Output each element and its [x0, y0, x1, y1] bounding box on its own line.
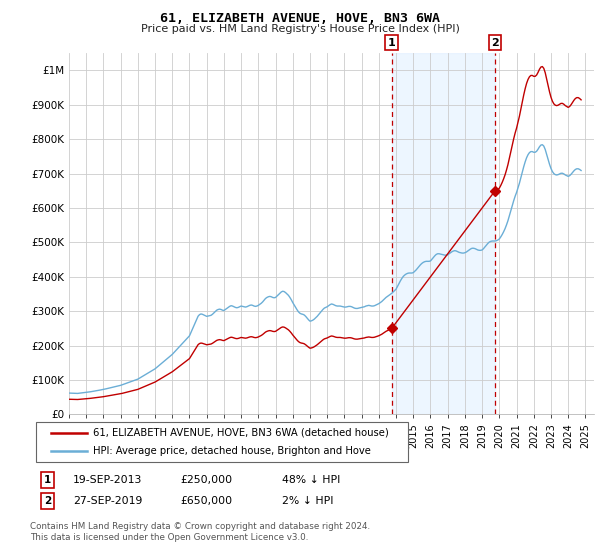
- Text: Contains HM Land Registry data © Crown copyright and database right 2024.: Contains HM Land Registry data © Crown c…: [30, 522, 370, 531]
- Text: 48% ↓ HPI: 48% ↓ HPI: [282, 475, 340, 485]
- Text: 2: 2: [44, 496, 51, 506]
- Bar: [392, 53, 495, 414]
- Text: This data is licensed under the Open Government Licence v3.0.: This data is licensed under the Open Gov…: [30, 533, 308, 542]
- Text: 27-SEP-2019: 27-SEP-2019: [73, 496, 143, 506]
- Text: Price paid vs. HM Land Registry's House Price Index (HPI): Price paid vs. HM Land Registry's House …: [140, 24, 460, 34]
- Text: £250,000: £250,000: [180, 475, 232, 485]
- Text: 19-SEP-2013: 19-SEP-2013: [73, 475, 143, 485]
- Text: 61, ELIZABETH AVENUE, HOVE, BN3 6WA: 61, ELIZABETH AVENUE, HOVE, BN3 6WA: [160, 12, 440, 25]
- Text: 1: 1: [44, 475, 51, 485]
- Text: 2: 2: [491, 38, 499, 48]
- Text: 2% ↓ HPI: 2% ↓ HPI: [282, 496, 334, 506]
- Text: 1: 1: [388, 38, 395, 48]
- Text: HPI: Average price, detached house, Brighton and Hove: HPI: Average price, detached house, Brig…: [93, 446, 371, 456]
- Text: £650,000: £650,000: [180, 496, 232, 506]
- Text: 61, ELIZABETH AVENUE, HOVE, BN3 6WA (detached house): 61, ELIZABETH AVENUE, HOVE, BN3 6WA (det…: [93, 428, 389, 438]
